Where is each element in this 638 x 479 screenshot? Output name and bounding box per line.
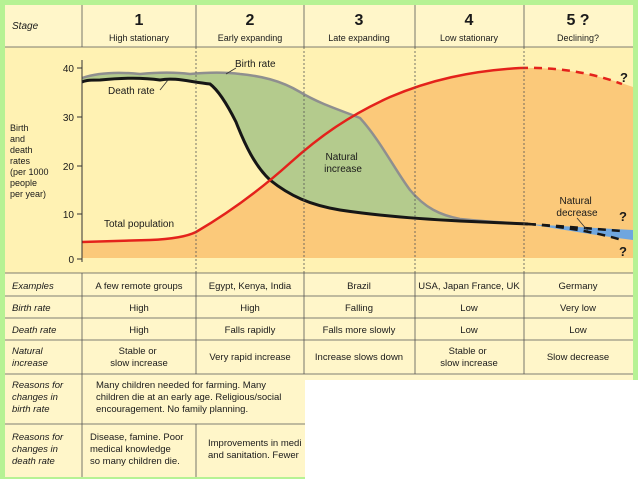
table-cell: Stable or slow increase (110, 346, 168, 369)
stage-1-name: High stationary (109, 33, 170, 43)
death-rate-line (81, 76, 529, 226)
table-cell: High (240, 303, 260, 314)
natural-increase-label: Natural increase (324, 152, 362, 175)
y-tick-label: 30 (63, 113, 75, 124)
stage-3-number: 3 (355, 12, 364, 29)
table-cell: Low (460, 303, 478, 314)
stage-header-band (5, 5, 633, 47)
table-cell: Very rapid increase (209, 352, 290, 363)
natural-decrease-pointer (576, 217, 589, 232)
natural-increase-area (82, 72, 528, 224)
birth-rate-label: Birth rate (235, 59, 276, 70)
row-label-reasons-death: Reasons for changes in death rate (12, 432, 66, 467)
stage-1-number: 1 (135, 12, 144, 29)
total-population-label: Total population (104, 219, 174, 230)
row-label-reasons-birth: Reasons for changes in birth rate (12, 380, 66, 415)
birth-rate-projection (527, 222, 623, 233)
row-label-natural-increase: Natural increase (12, 346, 48, 369)
table-cell: Germany (558, 281, 597, 292)
table-cell: High (129, 303, 149, 314)
y-tick-label: 0 (68, 255, 74, 266)
table-cell: A few remote groups (95, 281, 182, 292)
row-label-birth-rate: Birth rate (12, 303, 51, 314)
stage-5-name: Declining? (557, 33, 599, 43)
stage-3-name: Late expanding (328, 33, 390, 43)
stage-header-label: Stage (12, 21, 39, 32)
death-question-mark: ? (619, 244, 627, 259)
table-cell: Slow decrease (547, 352, 609, 363)
table-cell: Low (460, 325, 478, 336)
reasons-death-col1: Disease, famine. Poor medical knowledge … (90, 432, 186, 467)
birth-question-mark: ? (619, 209, 627, 224)
y-tick-label: 20 (63, 162, 75, 173)
birth-rate-pointer (225, 67, 237, 75)
table-cell: Brazil (347, 281, 371, 292)
population-question-mark: ? (620, 70, 628, 85)
birth-rate-line (81, 71, 529, 226)
death-rate-pointer (159, 79, 169, 91)
table-cell: Very low (560, 303, 596, 314)
death-rate-projection (527, 222, 623, 242)
reasons-death-col2: Improvements in medi and sanitation. Few… (208, 438, 304, 461)
y-axis-label: Birth and death rates (per 1000 people p… (10, 123, 51, 199)
table-cell: USA, Japan France, UK (418, 281, 520, 292)
natural-decrease-label: Natural decrease (556, 196, 598, 219)
row-label-examples: Examples (12, 281, 54, 292)
stage-4-name: Low stationary (440, 33, 499, 43)
table-cell: Falls more slowly (323, 325, 396, 336)
table-cell: Low (569, 325, 587, 336)
total-population-line (81, 66, 521, 244)
table-cell: Falls rapidly (225, 325, 276, 336)
table-cell: Increase slows down (315, 352, 403, 363)
table-cell: Stable or slow increase (440, 346, 498, 369)
stage-2-number: 2 (246, 12, 255, 29)
blank-overlay-panel (305, 380, 638, 479)
stage-2-name: Early expanding (218, 33, 283, 43)
death-rate-label: Death rate (108, 86, 155, 97)
table-cell: Egypt, Kenya, India (209, 281, 292, 292)
row-label-death-rate: Death rate (12, 325, 56, 336)
natural-decrease-area (528, 224, 633, 240)
table-cell: High (129, 325, 149, 336)
reasons-birth-text: Many children needed for farming. Many c… (96, 380, 284, 415)
stage-5-number: 5 ? (566, 12, 589, 29)
table-cell: Falling (345, 303, 373, 314)
y-tick-label: 10 (63, 210, 75, 221)
stage-4-number: 4 (465, 12, 474, 29)
y-tick-label: 40 (63, 64, 75, 75)
